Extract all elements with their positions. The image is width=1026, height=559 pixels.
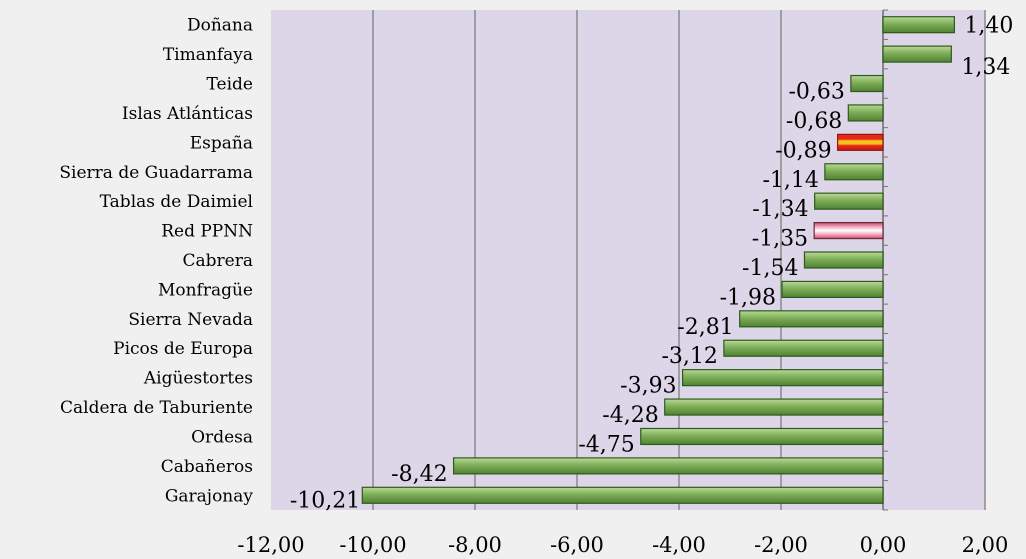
bar [640, 427, 884, 446]
value-label: -0,68 [786, 109, 842, 134]
value-label: -4,28 [602, 403, 658, 428]
value-label: -4,75 [578, 432, 634, 457]
value-label: -1,14 [762, 168, 818, 193]
category-label: Monfragüe [158, 280, 253, 300]
category-label: Cabañeros [161, 457, 253, 477]
category-label: Red PPNN [161, 222, 253, 242]
category-label: Tablas de Daimiel [100, 192, 253, 212]
bar [850, 74, 884, 93]
value-label: -1,98 [720, 285, 776, 310]
value-label: 1,34 [961, 55, 1010, 80]
value-label: -1,35 [752, 227, 808, 252]
category-label: Islas Atlánticas [122, 104, 253, 124]
bar [882, 16, 956, 34]
category-labels: Doñana Timanfaya Teide Islas Atlánticas Espa… [59, 16, 253, 507]
category-label: Cabrera [183, 251, 253, 271]
bar [739, 310, 884, 328]
bar [723, 339, 884, 357]
category-label: España [190, 133, 253, 153]
bar [813, 221, 884, 240]
bar [847, 104, 884, 122]
bar [814, 192, 884, 210]
value-label: -3,93 [620, 374, 676, 399]
bar [452, 457, 884, 475]
category-label: Timanfaya [163, 45, 253, 65]
category-label: Ordesa [191, 427, 253, 447]
value-label: -3,12 [661, 344, 717, 369]
x-axis-ticks: -12,00 -10,00 -8,00 -6,00 -4,00 -2,00 0,00 2,00 [237, 533, 1008, 557]
x-tick-label: 2,00 [962, 533, 1009, 557]
category-label: Doñana [187, 16, 253, 36]
bar [882, 45, 952, 63]
x-tick-label: 0,00 [860, 533, 907, 557]
bar [781, 280, 884, 299]
x-tick-label: -10,00 [339, 533, 406, 557]
x-tick-label: -4,00 [652, 533, 706, 557]
value-label: -1,34 [752, 197, 808, 222]
x-tick-label: -2,00 [754, 533, 808, 557]
bar [803, 251, 884, 269]
value-labels: 1,40 1,34 -0,63 -0,68 -0,89 -1,14 -1,34 -1,35 -1… [290, 14, 1014, 514]
value-label: -8,42 [391, 462, 447, 487]
bar [837, 133, 884, 151]
category-label: Picos de Europa [113, 339, 253, 359]
x-tick-label: -8,00 [448, 533, 502, 557]
category-label: Garajonay [165, 486, 254, 506]
category-label: Caldera de Taburiente [60, 398, 253, 418]
value-label: -2,81 [677, 315, 733, 340]
value-label: -0,89 [775, 138, 831, 163]
value-label: -0,63 [788, 80, 844, 105]
bar [664, 398, 884, 416]
bar [681, 369, 884, 387]
value-label: -10,21 [290, 488, 360, 513]
value-label: -1,54 [742, 256, 798, 281]
bar [361, 486, 884, 504]
bars [361, 16, 956, 504]
category-label: Aigüestortes [143, 369, 253, 389]
value-label: 1,40 [964, 14, 1013, 39]
bar [824, 163, 884, 181]
category-label: Sierra de Guadarrama [59, 163, 253, 183]
category-label: Sierra Nevada [128, 310, 253, 330]
x-tick-label: -12,00 [237, 533, 304, 557]
x-tick-label: -6,00 [550, 533, 604, 557]
category-label: Teide [207, 75, 253, 95]
